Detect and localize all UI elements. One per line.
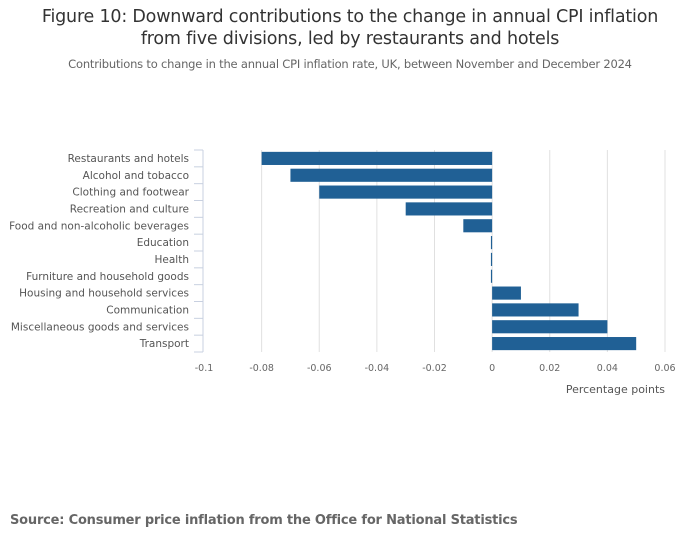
category-label: Alcohol and tobacco	[83, 170, 189, 182]
bar	[290, 168, 493, 182]
y-axis: Restaurants and hotels Alcohol and tobacc…	[9, 149, 204, 353]
x-tick-label: 0	[489, 363, 495, 374]
chart-title-line-2: from five divisions, led by restaurants …	[140, 29, 560, 49]
x-axis: -0.1 -0.08 -0.06 -0.04 -0.02 0 0.02 0.04 0.06	[195, 363, 676, 374]
bar	[492, 303, 579, 317]
x-tick-label: -0.1	[195, 363, 214, 374]
bar	[463, 219, 493, 233]
x-tick-label: -0.06	[307, 363, 332, 374]
category-label: Health	[155, 254, 189, 266]
chart-title-line-1: Figure 10: Downward contributions to the…	[41, 7, 659, 27]
category-label: Furniture and household goods	[26, 271, 189, 283]
bar	[490, 252, 493, 266]
category-label: Food and non-alcoholic beverages	[9, 220, 189, 232]
category-label: Education	[137, 237, 189, 249]
category-label: Recreation and culture	[70, 203, 189, 215]
bar	[492, 320, 608, 334]
x-axis-title: Percentage points	[566, 383, 665, 396]
bar	[261, 151, 493, 165]
bar	[492, 286, 521, 300]
chart-title: Figure 10: Downward contributions to the…	[0, 6, 700, 50]
gridlines	[261, 150, 666, 352]
category-label: Clothing and footwear	[72, 187, 189, 199]
x-tick-label: -0.08	[249, 363, 274, 374]
bar	[319, 185, 493, 199]
bar	[490, 236, 493, 250]
bar	[490, 269, 493, 283]
category-label: Miscellaneous goods and services	[11, 321, 189, 333]
bar	[492, 337, 637, 351]
category-label: Restaurants and hotels	[68, 153, 189, 165]
source-note: Source: Consumer price inflation from th…	[10, 513, 518, 528]
bars	[261, 151, 637, 351]
x-tick-label: -0.02	[422, 363, 447, 374]
category-label: Communication	[106, 304, 189, 316]
x-tick-label: 0.06	[654, 363, 675, 374]
category-label: Transport	[139, 338, 189, 350]
bar	[405, 202, 493, 216]
x-tick-label: 0.02	[539, 363, 560, 374]
x-tick-label: -0.04	[365, 363, 390, 374]
category-label: Housing and household services	[19, 288, 189, 300]
chart-subtitle: Contributions to change in the annual CP…	[68, 57, 632, 71]
x-tick-label: 0.04	[597, 363, 618, 374]
